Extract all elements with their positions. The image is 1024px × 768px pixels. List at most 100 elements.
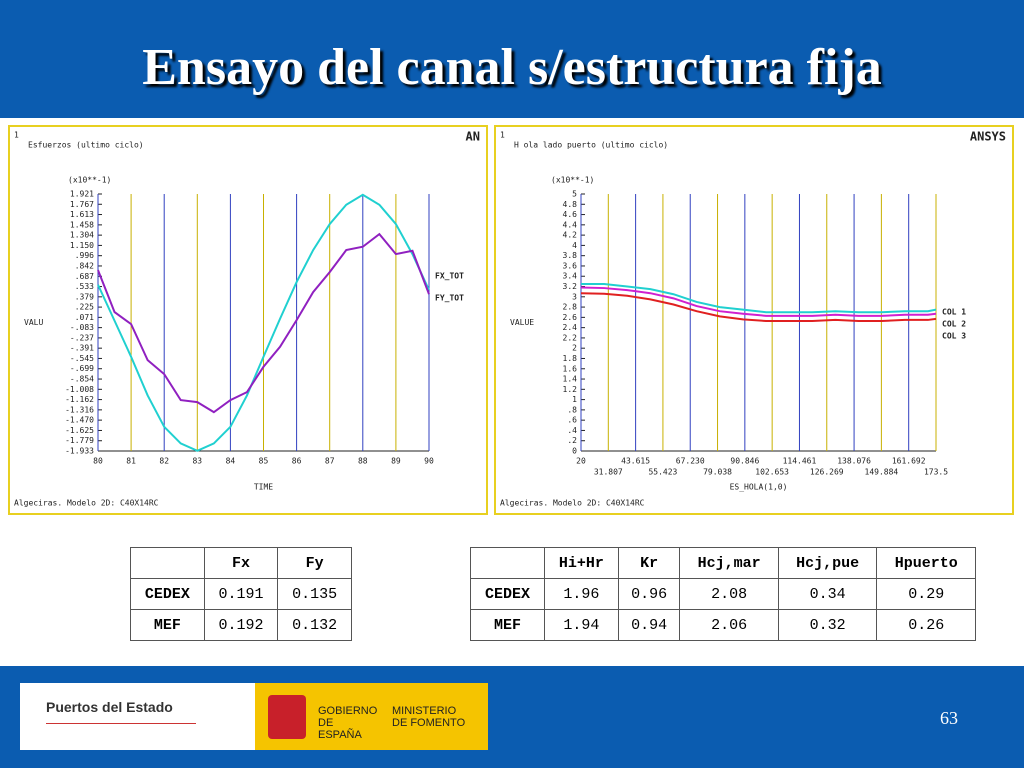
y-tick-label: -.854: [70, 375, 94, 384]
y-tick-label: 1.150: [70, 241, 94, 250]
table-cell: Hcj,mar: [679, 547, 779, 579]
table-cell: 0.135: [277, 578, 352, 610]
rule: [46, 723, 196, 724]
window-number: 1: [500, 131, 505, 140]
table-row: CEDEX 1.96 0.96 2.08 0.34 0.29: [470, 578, 976, 610]
table-cell: [130, 547, 205, 579]
table-cell: MEF: [470, 609, 545, 641]
series-line: [97, 232, 430, 414]
x-tick-label: 81: [126, 457, 136, 466]
x-tick-label: 87: [325, 457, 335, 466]
y-tick-label: -.083: [70, 323, 94, 332]
y-tick-label: -.699: [70, 364, 94, 373]
y-tick-label: 1.921: [70, 190, 94, 199]
series-line: [97, 193, 430, 452]
table: Hi+Hr Kr Hcj,mar Hcj,pue Hpuerto CEDEX 1.96 0.9…: [470, 547, 976, 641]
y-tick-label: 2: [572, 344, 577, 353]
y-tick-label: .4: [567, 426, 577, 435]
table-cell: Hcj,pue: [777, 547, 878, 579]
x-tick-label: 20: [576, 457, 586, 466]
y-tick-label: 3.8: [563, 251, 578, 260]
x-tick-label: 85: [259, 457, 269, 466]
table-cell: 0.191: [203, 578, 279, 610]
y-unit-label: (x10**-1): [68, 176, 111, 185]
table: Fx Fy CEDEX 0.191 0.135 MEF 0.192 0.132: [130, 547, 352, 641]
table-cell: CEDEX: [130, 578, 205, 610]
y-tick-label: 1.613: [70, 210, 94, 219]
legend-entry: COL 1: [942, 308, 966, 317]
y-tick-label: 4: [572, 241, 577, 250]
chart: 1 Esfuerzos (ultimo ciclo) AN (x10**-1) VALU…: [8, 125, 488, 515]
table-cell: Fx: [203, 547, 279, 579]
table-cell: 2.06: [679, 609, 779, 641]
x-tick-label: 90: [424, 457, 434, 466]
x-tick-label: 83: [192, 457, 202, 466]
chart-footer: Algeciras. Modelo 2D: C40X14RC: [500, 499, 645, 508]
y-tick-label: 1.304: [70, 231, 94, 240]
x-tick-label: 82: [159, 457, 169, 466]
table-cell: MEF: [130, 609, 205, 641]
y-tick-label: 2.2: [563, 333, 578, 342]
y-tick-label: -1.316: [65, 405, 94, 414]
org-name: Puertos del Estado: [46, 699, 173, 715]
table-cell: 0.29: [876, 578, 976, 610]
logo: AN: [466, 130, 480, 144]
x-tick-label: 79.038: [703, 468, 732, 477]
y-tick-label: 4.8: [563, 200, 578, 209]
y-tick-label: 3.6: [563, 261, 578, 270]
x-tick-label: 138.076: [837, 457, 871, 466]
window-number: 1: [14, 131, 19, 140]
table-header: Fx Fy: [130, 547, 352, 579]
legend-entry: COL 3: [942, 332, 966, 341]
y-axis-label: VALUE: [510, 318, 534, 327]
legend-entry: FX_TOT: [435, 272, 464, 281]
y-tick-label: -1.470: [65, 416, 94, 425]
table-cell: Hi+Hr: [543, 547, 619, 579]
y-tick-label: .996: [75, 251, 94, 260]
chart-title: H ola lado puerto (ultimo ciclo): [514, 141, 668, 150]
x-tick-label: 31.807: [594, 468, 623, 477]
x-tick-label: 114.461: [783, 457, 817, 466]
page-number: 63: [940, 708, 958, 728]
table-cell: 1.94: [543, 609, 619, 641]
chart-title: Esfuerzos (ultimo ciclo): [28, 141, 144, 150]
table-cell: 0.32: [777, 609, 878, 641]
x-tick-label: 102.653: [755, 468, 789, 477]
y-tick-label: 1.458: [70, 220, 94, 229]
table-cell: Fy: [277, 547, 352, 579]
y-tick-label: -1.779: [65, 436, 94, 445]
y-tick-label: -1.625: [65, 426, 94, 435]
x-tick-label: 86: [292, 457, 302, 466]
x-tick-label: 55.423: [648, 468, 677, 477]
legend-entry: COL 2: [942, 320, 966, 329]
y-tick-label: .533: [75, 282, 94, 291]
table-cell: 2.08: [679, 578, 779, 610]
x-tick-label: 161.692: [892, 457, 926, 466]
table-cell: 0.94: [617, 609, 681, 641]
y-tick-label: .8: [567, 405, 577, 414]
y-tick-label: .071: [75, 313, 94, 322]
series-line: [580, 292, 937, 322]
x-tick-label: 89: [391, 457, 401, 466]
table-row: MEF 1.94 0.94 2.06 0.32 0.26: [470, 609, 976, 641]
table-cell: 0.26: [876, 609, 976, 641]
y-tick-label: .842: [75, 261, 94, 270]
x-tick-label: 80: [93, 457, 103, 466]
table-row: CEDEX 0.191 0.135: [130, 578, 352, 610]
y-tick-label: -1.008: [65, 385, 94, 394]
y-tick-label: -1.933: [65, 447, 94, 456]
chart: 1 H ola lado puerto (ultimo ciclo) ANSYS (x…: [494, 125, 1014, 515]
y-tick-label: 4.2: [563, 231, 578, 240]
y-tick-label: 1.8: [563, 354, 578, 363]
table-cell: Kr: [617, 547, 681, 579]
y-tick-label: 1.767: [70, 200, 94, 209]
x-tick-label: 149.884: [865, 468, 899, 477]
x-tick-label: 67.230: [676, 457, 705, 466]
x-tick-label: 84: [226, 457, 236, 466]
y-tick-label: .2: [567, 436, 577, 445]
y-unit-label: (x10**-1): [551, 176, 594, 185]
table-cell: 0.132: [277, 609, 352, 641]
y-tick-label: 1.4: [563, 375, 578, 384]
y-tick-label: 1: [572, 395, 577, 404]
